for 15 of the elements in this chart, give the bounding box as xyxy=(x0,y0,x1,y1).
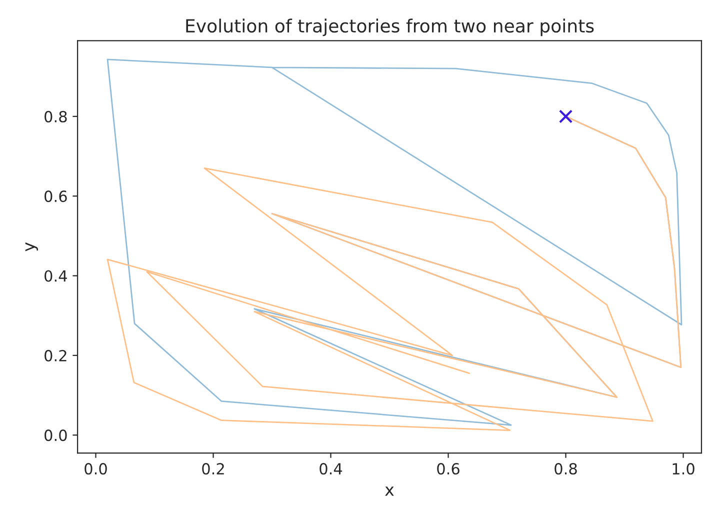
x-tick-label: 0.6 xyxy=(437,463,460,475)
x-tick-label: 1.0 xyxy=(672,463,694,475)
y-tick-label: 0.2 xyxy=(44,350,66,362)
x-axis-title: x xyxy=(385,486,394,496)
line-series xyxy=(106,116,682,431)
x-tick-label: 0.0 xyxy=(84,463,107,475)
y-tick-label: 0.0 xyxy=(44,430,67,442)
chart-title: Evolution of trajectories from two near points xyxy=(186,18,594,36)
x-tick-label: 0.2 xyxy=(202,463,224,475)
y-tick-label: 0.6 xyxy=(44,190,67,202)
x-tick-label: 0.8 xyxy=(554,463,577,475)
y-axis-title: y xyxy=(25,242,38,252)
y-tick-label: 0.4 xyxy=(44,270,67,282)
y-tick-label: 0.8 xyxy=(44,110,67,122)
x-tick-label: 0.4 xyxy=(320,463,342,475)
